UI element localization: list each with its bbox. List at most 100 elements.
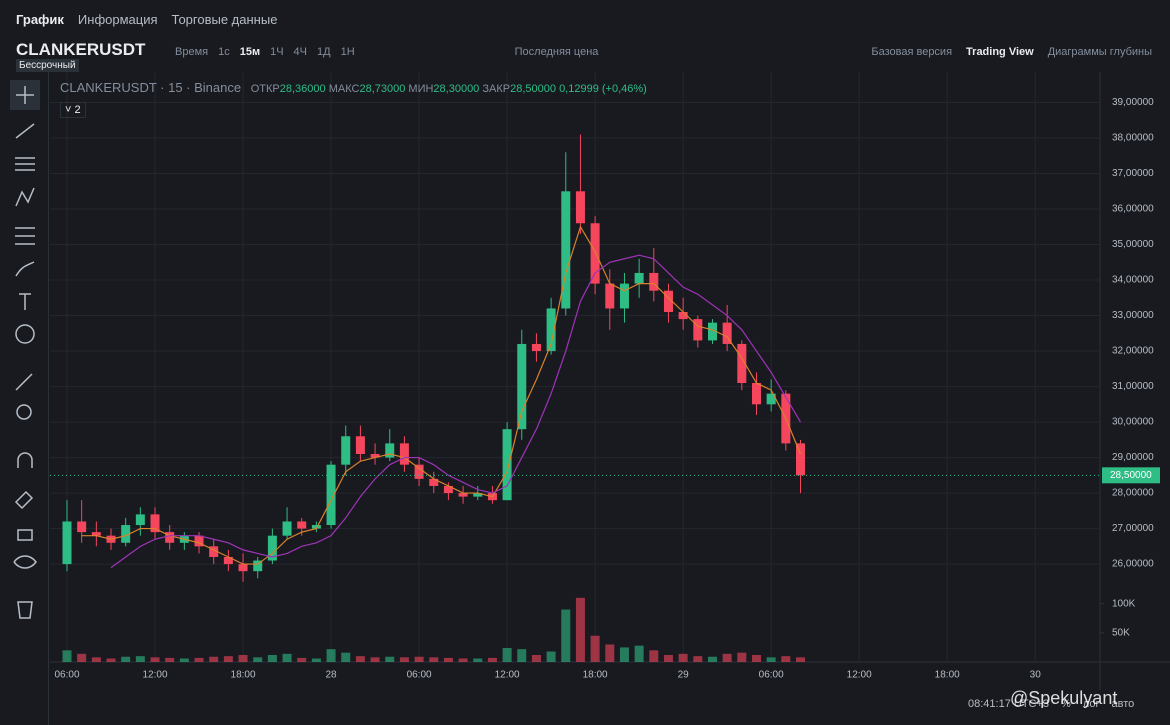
interval[interactable]: 4Ч — [293, 46, 307, 58]
candle-body — [649, 272, 659, 291]
time-label: Время — [175, 46, 209, 58]
x-tick-label: 06:00 — [54, 670, 79, 681]
watermark: @Spekulyant — [1010, 688, 1118, 708]
volume-bar — [678, 653, 688, 662]
tab[interactable]: График — [16, 11, 64, 27]
interval[interactable]: 1с — [218, 46, 230, 58]
symbol[interactable]: CLANKERUSDT — [16, 40, 146, 59]
indicator-count: 2 — [74, 104, 81, 116]
y-tick-label: 35,00000 — [1112, 239, 1154, 250]
candle-body — [311, 525, 321, 529]
candle-body — [282, 521, 292, 536]
candle-body — [267, 535, 277, 561]
percent[interactable]: % — [1061, 698, 1071, 710]
legend-title: CLANKERUSDT · 15 · Binance — [60, 80, 242, 95]
log[interactable]: лог — [1082, 698, 1100, 710]
volume-bar — [385, 656, 395, 662]
candle-body — [546, 308, 556, 352]
candle-body — [399, 443, 409, 465]
volume-bar — [282, 653, 292, 662]
x-tick-label: 28 — [325, 670, 337, 681]
chart: 26,00000 27,00000 28,00000 29,00000 30,00000… — [50, 72, 1170, 690]
x-tick-label: 12:00 — [495, 670, 520, 681]
label: МИН — [408, 83, 434, 95]
view[interactable]: Базовая версия — [871, 46, 953, 58]
x-tick-label: 12:00 — [143, 670, 168, 681]
legend: CLANKERUSDT · 15 · Binance ОТКР28,36000 … — [60, 80, 647, 95]
candle-body — [796, 443, 805, 476]
candle-body — [737, 343, 747, 384]
value: 28,50000 — [510, 83, 556, 95]
candle-body — [561, 191, 571, 309]
last-price-label: 28,50000 — [1110, 470, 1152, 481]
candle-body — [707, 322, 717, 341]
view[interactable]: Диаграммы глубины — [1047, 46, 1152, 58]
y-tick-label: 39,00000 — [1112, 97, 1154, 108]
volume-bar — [634, 645, 644, 662]
volume-bar — [311, 658, 321, 662]
y-tick-label: 32,00000 — [1112, 346, 1154, 357]
volume-bar — [194, 657, 204, 662]
volume-bar — [473, 658, 483, 662]
price-mode[interactable]: Последняя цена — [514, 46, 599, 58]
volume-bar — [297, 657, 307, 662]
candle-body — [223, 556, 233, 565]
interval[interactable]: 1Ч — [270, 46, 284, 58]
candle-body — [458, 493, 468, 497]
candle-body — [590, 223, 600, 284]
auto[interactable]: авто — [1111, 698, 1135, 710]
toolbar: Время 1с 15м 1Ч 4Ч 1Д 1Н Последняя цена — [175, 46, 598, 58]
x-tick-label: 06:00 — [759, 670, 784, 681]
candle-body — [619, 283, 629, 309]
candle-body — [751, 383, 761, 405]
moving-average — [81, 225, 802, 565]
change: 0,12999 (+0,46%) — [559, 83, 647, 95]
candle-body — [326, 464, 336, 526]
interval[interactable]: 1Д — [317, 46, 331, 58]
y-tick-label: 34,00000 — [1112, 275, 1154, 286]
volume-bar — [722, 653, 732, 662]
value: 28,36000 — [279, 83, 326, 95]
volume-bar — [575, 597, 585, 662]
candle-body — [91, 532, 101, 536]
y-tick-label: 28,00000 — [1112, 488, 1154, 499]
volume-bar — [619, 647, 629, 662]
interval[interactable]: 1Н — [340, 46, 355, 58]
volume-bar — [707, 656, 717, 662]
volume-bar — [355, 656, 365, 662]
x-tick-label: 18:00 — [583, 670, 608, 681]
candle-body — [385, 443, 395, 458]
interval[interactable]: 15м — [239, 46, 261, 58]
volume-bar — [62, 650, 72, 662]
tab[interactable]: Информация — [77, 11, 158, 27]
candle-body — [253, 560, 263, 572]
moving-average — [110, 254, 802, 569]
volume-bar — [91, 657, 101, 662]
label: ОТКР — [250, 83, 280, 95]
indicator-toggle[interactable]: ˅ 2 — [60, 102, 86, 118]
view[interactable]: Trading View — [966, 46, 1034, 58]
candle-body — [722, 322, 732, 344]
tab[interactable]: Торговые данные — [171, 11, 278, 27]
candle-body — [414, 464, 424, 479]
x-tick-label: 06:00 — [407, 670, 432, 681]
candle-body — [634, 272, 644, 284]
volume-bar — [399, 657, 409, 662]
x-tick-label: 18:00 — [935, 670, 960, 681]
volume-bar — [209, 656, 219, 662]
legend-ohlc: ОТКР28,36000 МАКС28,73000 МИН28,30000 ЗА… — [251, 83, 647, 95]
volume-bar — [77, 653, 87, 662]
candle-body — [135, 514, 145, 526]
volume-bar — [487, 657, 497, 662]
volume-bar — [267, 655, 277, 662]
volume-bar — [223, 656, 233, 662]
volume-bar — [179, 658, 189, 662]
views: Базовая версия Trading View Диаграммы глуб… — [871, 46, 1152, 58]
volume-bar — [737, 652, 747, 662]
volume-bar — [121, 656, 131, 662]
candle-body — [517, 343, 527, 430]
volume-bar — [238, 655, 248, 662]
candle-body — [165, 532, 175, 543]
candle-body — [121, 525, 131, 543]
